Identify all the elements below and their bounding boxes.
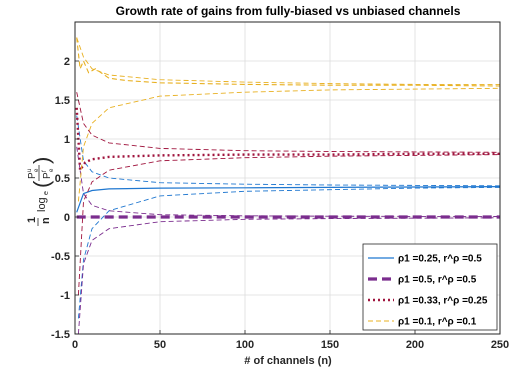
series-1-upper-bound-line xyxy=(76,115,500,187)
y-axis: -1.5 -1 -0.5 0 0.5 1 1.5 2 xyxy=(51,56,79,341)
svg-text:P: P xyxy=(42,172,53,179)
svg-text:(: ( xyxy=(29,180,54,188)
series-3-lower-bound-line xyxy=(77,154,500,296)
x-axis-label: # of channels (n) xyxy=(244,355,332,367)
chart-title: Growth rate of gains from fully-biased v… xyxy=(116,4,461,18)
x-tick-label: 100 xyxy=(236,339,254,351)
series-1-line xyxy=(76,186,500,213)
legend-label: ρ1 =0.1, r^ρ =0.1 xyxy=(398,317,477,328)
series-1-lower-bound-line xyxy=(77,186,500,319)
legend-label: ρ1 =0.33, r^ρ =0.25 xyxy=(398,296,488,307)
y-tick-label: -0.5 xyxy=(51,251,70,263)
svg-text:f: f xyxy=(42,170,48,172)
y-tick-label: -1 xyxy=(60,290,70,302)
plot-series xyxy=(75,37,500,334)
series-4-line xyxy=(76,37,500,87)
svg-text:1: 1 xyxy=(26,217,38,223)
legend-label: ρ1 =0.25, r^ρ =0.5 xyxy=(398,254,482,265)
y-axis-label: 1 n log e ( P u e P f e ) xyxy=(26,157,55,226)
svg-text:e: e xyxy=(49,168,55,172)
y-tick-label: 1.5 xyxy=(55,95,70,107)
x-tick-label: 250 xyxy=(491,339,509,351)
y-tick-label: 0 xyxy=(64,212,70,224)
y-tick-label: 2 xyxy=(64,56,70,68)
x-tick-label: 150 xyxy=(321,339,339,351)
svg-text:u: u xyxy=(27,169,33,172)
series-3-line xyxy=(75,107,500,174)
series-4-lower-bound-line xyxy=(77,87,500,202)
series-4-upper-bound-line xyxy=(76,37,500,85)
legend-label: ρ1 =0.5, r^ρ =0.5 xyxy=(398,275,477,286)
x-axis: 0 50 100 150 200 250 xyxy=(72,330,509,351)
series-2-upper-bound-line xyxy=(76,146,500,217)
x-tick-label: 200 xyxy=(406,339,424,351)
y-tick-label: 0.5 xyxy=(55,173,70,185)
x-tick-label: 50 xyxy=(154,339,166,351)
svg-text:P: P xyxy=(27,172,38,179)
x-tick-label: 0 xyxy=(72,339,78,351)
svg-text:e: e xyxy=(43,191,50,195)
svg-text:log: log xyxy=(36,197,48,212)
svg-text:n: n xyxy=(40,217,52,224)
svg-text:): ) xyxy=(29,157,54,164)
svg-text:e: e xyxy=(34,168,40,172)
y-tick-label: -1.5 xyxy=(51,329,70,341)
y-tick-label: 1 xyxy=(64,134,70,146)
legend: ρ1 =0.25, r^ρ =0.5 ρ1 =0.5, r^ρ =0.5 ρ1 =0… xyxy=(362,243,498,331)
series-3-upper-bound-line xyxy=(76,92,500,153)
